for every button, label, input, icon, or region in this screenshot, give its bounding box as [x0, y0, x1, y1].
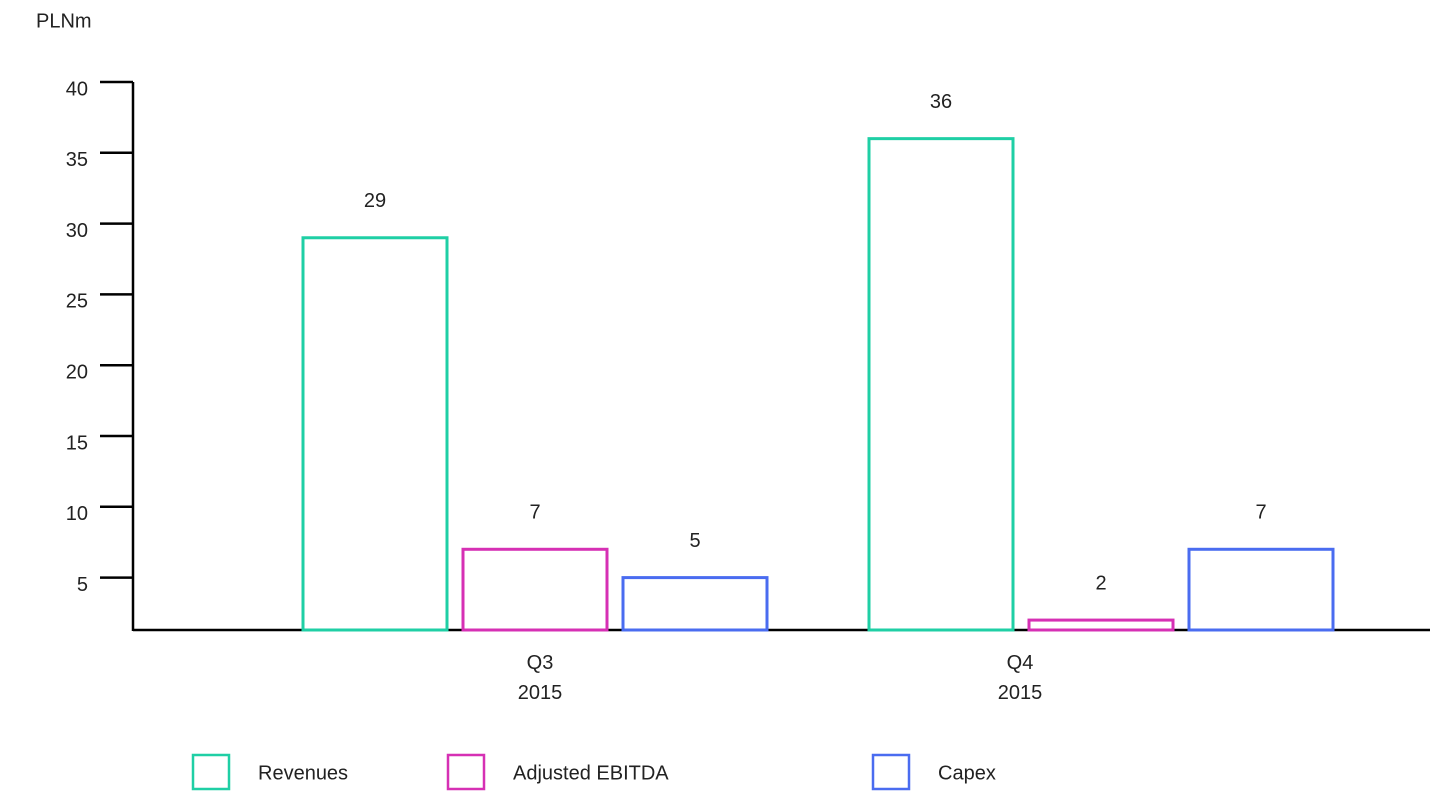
y-tick-label: 10	[66, 503, 88, 525]
y-tick-label: 20	[66, 361, 88, 383]
legend-swatch	[446, 753, 486, 791]
legend-label: Revenues	[258, 762, 348, 784]
y-tick-label: 30	[66, 220, 88, 242]
bar	[1027, 618, 1175, 632]
value-label: 7	[1255, 502, 1266, 524]
legend-label: Capex	[938, 762, 996, 784]
y-tick-label: 35	[66, 149, 88, 171]
value-label: 5	[689, 530, 700, 552]
y-tick-label: 25	[66, 291, 88, 313]
y-tick-label: 5	[77, 574, 88, 596]
bar	[461, 547, 609, 632]
y-tick-label: 15	[66, 432, 88, 454]
value-label: 29	[364, 190, 386, 212]
value-label: 36	[930, 91, 952, 113]
y-axis-label: PLNm	[36, 10, 92, 32]
bar	[1187, 547, 1335, 632]
legend-swatch	[871, 753, 911, 791]
value-label: 2	[1095, 572, 1106, 594]
bar	[621, 576, 769, 632]
bar	[867, 137, 1015, 632]
legend-swatch	[191, 753, 231, 791]
x-tick-label: Q4 2015	[997, 652, 1043, 704]
y-tick-label: 40	[66, 78, 88, 100]
value-label: 7	[529, 502, 540, 524]
bar	[301, 236, 449, 632]
legend-label: Adjusted EBITDA	[513, 762, 669, 784]
x-tick-label: Q3 2015	[517, 652, 563, 704]
